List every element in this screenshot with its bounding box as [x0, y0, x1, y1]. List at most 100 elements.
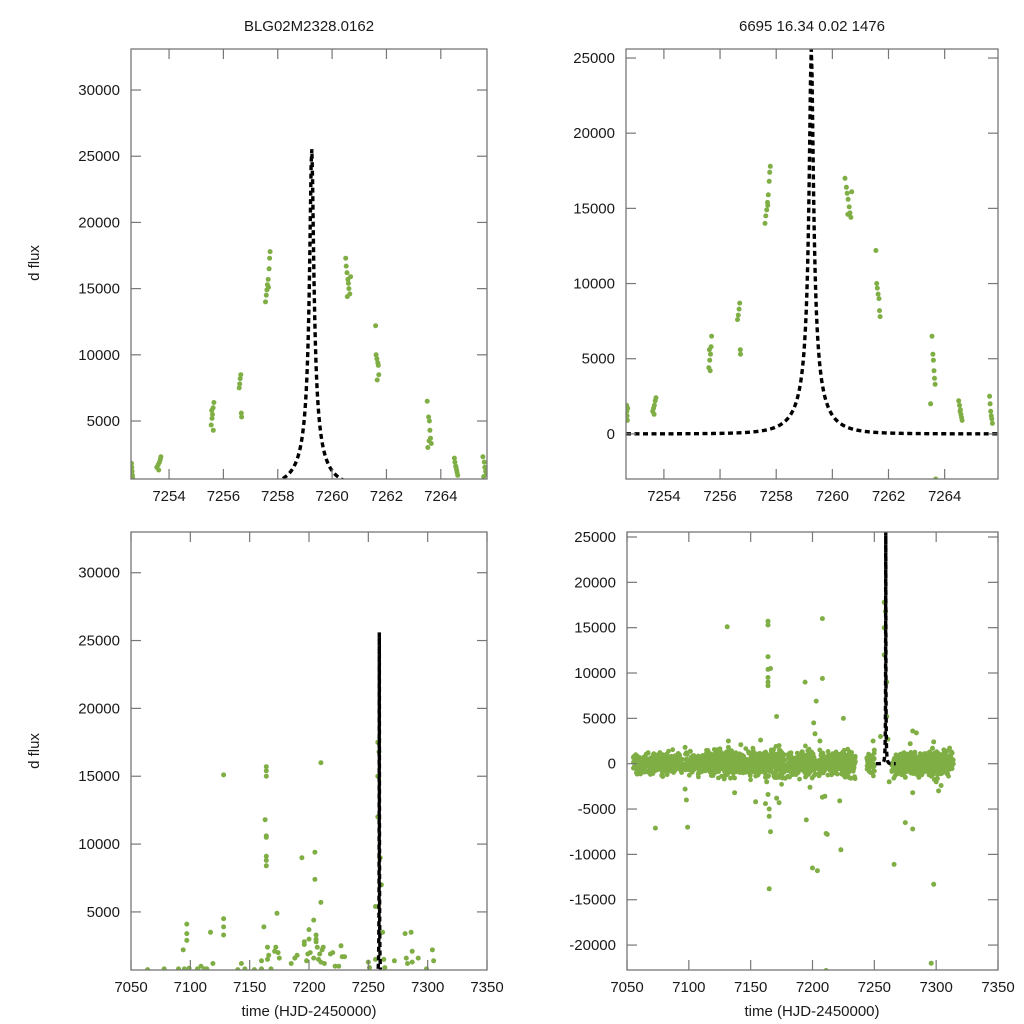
data-point	[261, 924, 267, 930]
data-point	[210, 427, 216, 433]
data-point	[705, 757, 710, 763]
data-point	[221, 932, 227, 938]
data-point	[263, 863, 269, 869]
data-point	[787, 763, 793, 768]
x-tick-label: 7350	[981, 979, 1014, 996]
y-tick-label: 15000	[78, 768, 120, 785]
data-point	[785, 768, 791, 774]
data-point	[696, 774, 701, 780]
data-point	[945, 771, 950, 777]
data-point	[481, 474, 487, 479]
x-tick-label: 7200	[292, 979, 325, 996]
y-tick-label: 5000	[87, 904, 120, 921]
data-point	[765, 683, 771, 689]
y-tick-label: 10000	[78, 836, 120, 853]
y-tick-label: 5000	[582, 351, 615, 368]
data-point	[330, 950, 336, 956]
data-point	[735, 312, 741, 318]
data-point	[313, 932, 319, 938]
x-tick-label: 7260	[315, 488, 348, 505]
data-point	[711, 747, 717, 752]
data-point	[768, 829, 773, 835]
data-point	[738, 742, 744, 748]
data-point	[665, 763, 671, 769]
data-point	[758, 753, 763, 759]
data-point	[849, 189, 855, 195]
data-point	[767, 163, 773, 169]
data-point	[932, 762, 938, 768]
data-point	[708, 769, 714, 775]
data-point	[332, 963, 338, 969]
data-point	[266, 952, 272, 958]
data-point	[683, 797, 689, 803]
data-point	[318, 760, 324, 766]
data-point	[695, 764, 701, 769]
data-point	[989, 420, 995, 426]
data-point	[425, 445, 431, 450]
data-point	[717, 751, 723, 757]
x-tick-label: 7256	[703, 488, 736, 505]
data-point	[265, 276, 271, 282]
data-point	[805, 764, 811, 770]
data-point	[813, 698, 819, 704]
data-point	[481, 459, 487, 465]
data-point	[841, 768, 847, 774]
data-point	[987, 401, 993, 407]
data-point	[263, 857, 269, 863]
x-tick-label: 7250	[352, 979, 385, 996]
data-point	[312, 849, 318, 855]
data-point	[638, 767, 644, 773]
data-point	[899, 772, 904, 778]
x-tick-label: 7258	[261, 488, 294, 505]
data-point	[687, 766, 693, 771]
data-point	[753, 751, 759, 757]
data-point	[849, 759, 855, 765]
data-point	[766, 813, 772, 819]
data-point	[158, 454, 164, 460]
data-point	[266, 266, 272, 272]
data-point	[704, 747, 709, 753]
data-point	[717, 764, 723, 769]
data-point	[779, 781, 784, 787]
x-tick-label: 7150	[734, 979, 767, 996]
data-point	[876, 296, 882, 302]
data-point	[931, 881, 937, 887]
data-point	[909, 770, 915, 776]
data-point	[776, 743, 782, 749]
data-point	[320, 944, 326, 950]
data-point	[682, 744, 688, 750]
x-tick-label: 7250	[858, 979, 891, 996]
data-point	[936, 788, 942, 794]
data-point	[691, 754, 696, 760]
y-tick-label: 0	[607, 426, 615, 443]
data-point	[427, 427, 433, 433]
data-point	[626, 417, 630, 423]
data-point	[674, 761, 679, 767]
data-point	[785, 773, 791, 779]
data-point	[717, 746, 723, 752]
data-point	[869, 753, 875, 758]
data-point	[650, 771, 656, 776]
data-point	[824, 831, 830, 837]
title-right: 6695 16.34 0.02 1476	[739, 18, 885, 35]
data-point	[753, 799, 759, 805]
data-points	[131, 249, 487, 479]
data-point	[760, 764, 766, 770]
data-point	[725, 744, 731, 750]
data-point	[683, 750, 689, 756]
data-point	[131, 464, 135, 470]
data-point	[313, 936, 319, 942]
y-tick-label: 10000	[574, 665, 616, 682]
data-point	[840, 715, 846, 721]
data-point	[765, 679, 771, 685]
data-point	[706, 347, 712, 353]
data-point	[795, 764, 800, 770]
data-point	[480, 454, 486, 460]
data-point	[663, 766, 669, 772]
data-point	[209, 415, 215, 421]
data-point	[631, 755, 636, 761]
y-tick-label: 15000	[78, 281, 120, 298]
data-point	[267, 249, 273, 255]
data-point	[799, 749, 805, 755]
